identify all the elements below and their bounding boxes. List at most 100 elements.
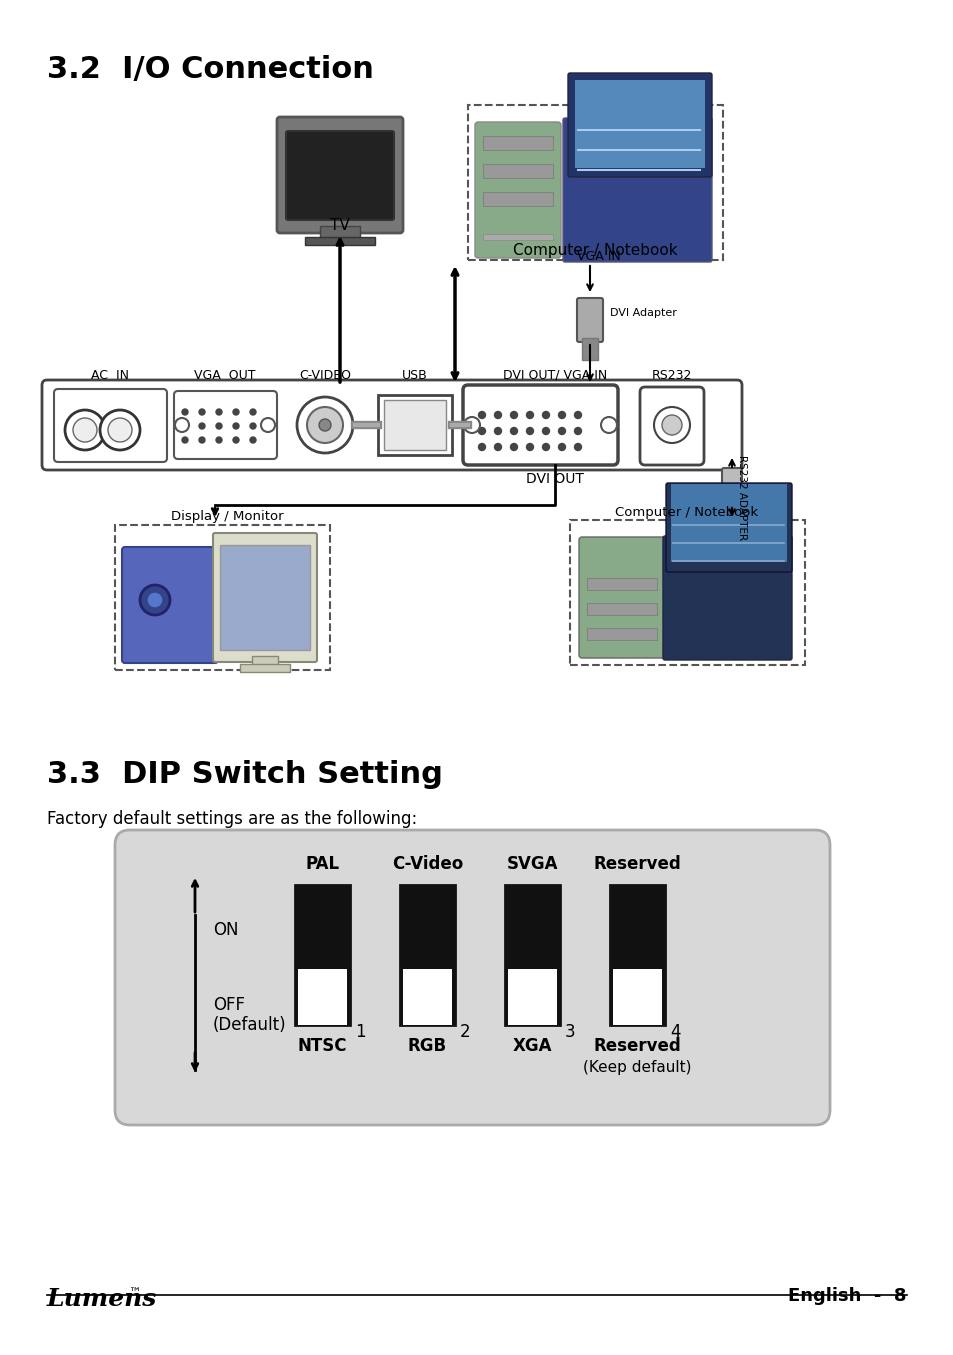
- Text: AC  IN: AC IN: [91, 369, 129, 382]
- Circle shape: [654, 406, 689, 443]
- Bar: [482, 234, 553, 240]
- Text: (Default): (Default): [213, 1016, 286, 1034]
- Circle shape: [494, 412, 501, 419]
- FancyBboxPatch shape: [721, 467, 741, 512]
- Circle shape: [215, 409, 222, 415]
- Circle shape: [215, 438, 222, 443]
- FancyBboxPatch shape: [662, 537, 791, 660]
- Text: Lumens: Lumens: [47, 1287, 157, 1312]
- Circle shape: [147, 592, 163, 608]
- FancyBboxPatch shape: [504, 885, 559, 1024]
- Bar: [482, 164, 553, 178]
- Circle shape: [199, 423, 205, 430]
- Circle shape: [296, 397, 353, 453]
- FancyBboxPatch shape: [575, 80, 704, 168]
- Circle shape: [250, 409, 255, 415]
- Circle shape: [574, 412, 581, 419]
- Text: C-VIDEO: C-VIDEO: [298, 369, 351, 382]
- Circle shape: [463, 417, 479, 434]
- Text: Factory default settings are as the following:: Factory default settings are as the foll…: [47, 810, 416, 828]
- Text: 3.3  DIP Switch Setting: 3.3 DIP Switch Setting: [47, 760, 442, 789]
- Circle shape: [494, 443, 501, 450]
- Circle shape: [542, 443, 549, 450]
- Text: English  -  8: English - 8: [788, 1287, 906, 1305]
- Bar: [240, 664, 290, 672]
- Text: VGA  OUT: VGA OUT: [194, 369, 255, 382]
- Text: 4: 4: [669, 1023, 679, 1041]
- Text: 1: 1: [355, 1023, 365, 1041]
- Circle shape: [661, 415, 681, 435]
- Circle shape: [140, 585, 170, 615]
- FancyBboxPatch shape: [670, 484, 786, 562]
- Text: XGA: XGA: [512, 1037, 552, 1056]
- FancyBboxPatch shape: [577, 298, 602, 341]
- Text: Reserved: Reserved: [593, 1037, 680, 1056]
- Circle shape: [574, 443, 581, 450]
- Circle shape: [261, 417, 274, 432]
- FancyBboxPatch shape: [578, 537, 664, 659]
- Circle shape: [574, 427, 581, 435]
- Circle shape: [199, 409, 205, 415]
- FancyBboxPatch shape: [54, 389, 167, 462]
- Text: TV: TV: [330, 218, 350, 233]
- Text: VGA IN: VGA IN: [577, 251, 620, 263]
- Circle shape: [250, 438, 255, 443]
- FancyBboxPatch shape: [122, 547, 218, 663]
- FancyBboxPatch shape: [639, 388, 703, 465]
- Circle shape: [199, 438, 205, 443]
- Circle shape: [233, 438, 239, 443]
- Circle shape: [73, 417, 97, 442]
- FancyBboxPatch shape: [115, 524, 330, 669]
- Circle shape: [494, 427, 501, 435]
- Circle shape: [182, 409, 188, 415]
- Circle shape: [478, 427, 485, 435]
- Circle shape: [307, 406, 343, 443]
- Bar: [482, 136, 553, 150]
- Circle shape: [526, 427, 533, 435]
- FancyBboxPatch shape: [665, 482, 791, 572]
- FancyBboxPatch shape: [475, 122, 560, 257]
- Text: SVGA: SVGA: [506, 855, 558, 873]
- FancyBboxPatch shape: [562, 118, 711, 262]
- Text: PAL: PAL: [305, 855, 339, 873]
- Bar: [319, 226, 359, 238]
- Text: Computer / Notebook: Computer / Notebook: [512, 243, 677, 257]
- Text: DVI Adapter: DVI Adapter: [609, 308, 677, 318]
- FancyBboxPatch shape: [384, 400, 446, 450]
- Text: 2: 2: [459, 1023, 470, 1041]
- FancyBboxPatch shape: [399, 885, 455, 1024]
- Text: RGB: RGB: [408, 1037, 447, 1056]
- Text: Computer / Notebook: Computer / Notebook: [615, 505, 758, 519]
- Circle shape: [558, 427, 565, 435]
- Circle shape: [542, 412, 549, 419]
- Text: ™: ™: [128, 1287, 140, 1299]
- Bar: [402, 969, 452, 1024]
- Circle shape: [558, 443, 565, 450]
- Circle shape: [215, 423, 222, 430]
- FancyBboxPatch shape: [42, 379, 741, 470]
- Circle shape: [318, 419, 331, 431]
- Bar: [586, 603, 657, 615]
- FancyBboxPatch shape: [286, 131, 394, 220]
- Circle shape: [108, 417, 132, 442]
- Circle shape: [250, 423, 255, 430]
- Text: DVI OUT: DVI OUT: [525, 472, 583, 486]
- FancyBboxPatch shape: [115, 831, 829, 1125]
- Text: ON: ON: [213, 921, 238, 939]
- FancyBboxPatch shape: [276, 117, 402, 233]
- Circle shape: [510, 412, 517, 419]
- Circle shape: [182, 438, 188, 443]
- Bar: [507, 969, 557, 1024]
- Bar: [305, 237, 375, 245]
- Circle shape: [65, 411, 105, 450]
- Circle shape: [182, 423, 188, 430]
- Bar: [613, 969, 661, 1024]
- Circle shape: [526, 443, 533, 450]
- Bar: [586, 627, 657, 640]
- Bar: [297, 969, 347, 1024]
- Bar: [482, 192, 553, 206]
- Circle shape: [542, 427, 549, 435]
- FancyBboxPatch shape: [569, 520, 804, 665]
- Circle shape: [600, 417, 617, 434]
- FancyBboxPatch shape: [567, 73, 711, 178]
